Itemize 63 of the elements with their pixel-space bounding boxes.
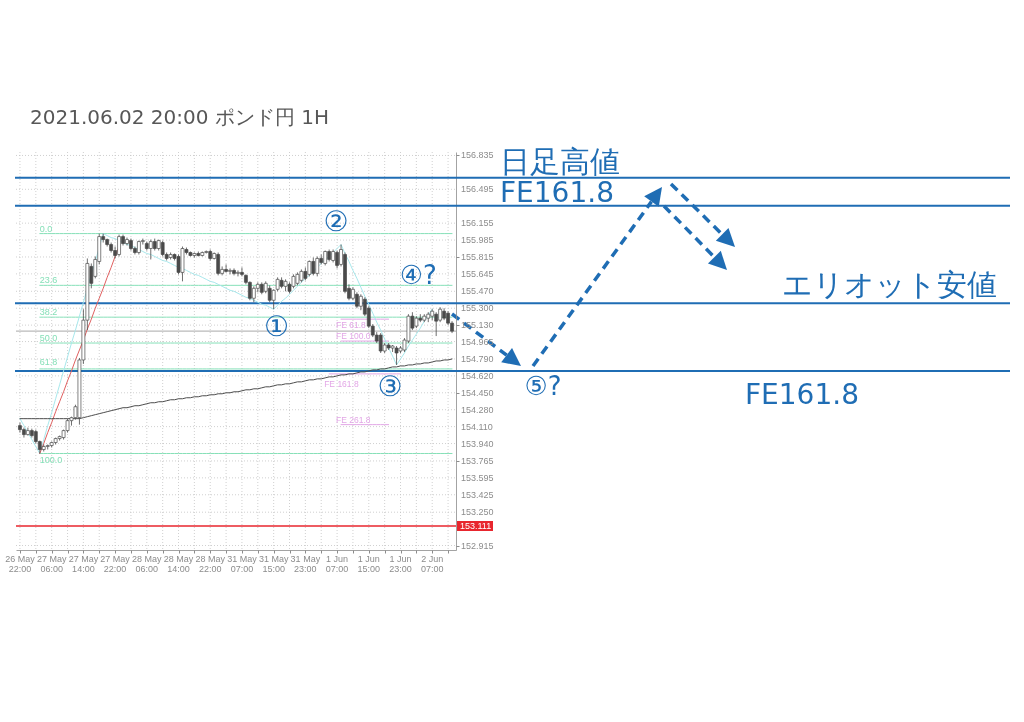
ref-line-label: FE161.8: [745, 377, 859, 411]
line-series: [19, 233, 433, 454]
y-tick-label: 155.470: [461, 286, 494, 297]
y-tick-label: 154.965: [461, 336, 494, 347]
chart-title: 2021.06.02 20:00 ポンド円 1H: [30, 104, 329, 130]
y-tick-label: 155.645: [461, 268, 494, 279]
x-tick-label: 2 Jun 07:00: [420, 554, 444, 574]
series-label: 100.0: [39, 455, 63, 466]
x-tick-label: 28 May 22:00: [195, 554, 226, 574]
annotation: ②: [323, 204, 349, 238]
series-label: 38.2: [39, 307, 58, 318]
y-tick-label: 152.915: [461, 540, 494, 551]
candlestick: [224, 264, 228, 273]
x-tick-label: 27 May 22:00: [100, 554, 131, 574]
annotation: ④?: [399, 260, 437, 291]
ref-line-label: エリオット安値: [782, 267, 997, 303]
x-tick-label: 27 May 14:00: [68, 554, 99, 574]
y-tick-label: 153.940: [461, 438, 494, 449]
candlestick: [22, 427, 26, 438]
y-tick-label: 154.790: [461, 353, 494, 364]
series-label: 61.8: [39, 356, 58, 367]
candlestick: [228, 268, 232, 275]
y-tick-label: 153.250: [461, 507, 494, 518]
y-tick-label: 156.495: [461, 184, 494, 195]
x-tick-label: 27 May 06:00: [36, 554, 67, 574]
series-label: 23.6: [39, 275, 58, 286]
candlestick: [216, 252, 221, 276]
y-tick-label: 156.835: [461, 150, 494, 161]
series-label: FE 61.8: [336, 320, 367, 331]
series-label: FE 261.8: [336, 414, 371, 425]
text: ⑤?: [524, 371, 562, 401]
x-tick-label: 1 Jun 07:00: [325, 554, 349, 574]
series-label: 50.0: [39, 333, 58, 344]
series-label: FE 100.0: [336, 331, 371, 342]
y-tick-label: 154.620: [461, 370, 494, 381]
x-tick-label: 28 May 14:00: [163, 554, 194, 574]
y-tick-label: 153.595: [461, 472, 494, 483]
y-tick-label: 154.450: [461, 387, 494, 398]
y-tick-label: 153.425: [461, 489, 494, 500]
series-label: 0.0: [39, 223, 53, 234]
candlestick: [236, 270, 240, 277]
y-tick-label: 155.300: [461, 303, 494, 314]
candlestick: [26, 427, 30, 436]
candlestick: [232, 268, 236, 276]
x-tick-label: 31 May 23:00: [290, 554, 321, 574]
x-tick-label: 28 May 06:00: [132, 554, 163, 574]
y-tick-label: 153.765: [461, 455, 494, 466]
x-tick-label: 1 Jun 23:00: [389, 554, 412, 574]
annotation: ③: [377, 369, 403, 403]
x-tick-label: 31 May 15:00: [258, 554, 289, 574]
candlestick: [434, 311, 439, 337]
candlestick: [117, 234, 121, 257]
x-tick-label: 1 Jun 15:00: [357, 554, 381, 574]
x-tick-label: 26 May 22:00: [5, 554, 36, 574]
series-label: FE 161.8: [324, 378, 359, 389]
ref-line-label: 153.111: [460, 521, 492, 532]
y-tick-label: 155.985: [461, 235, 494, 246]
y-tick-label: 156.155: [461, 218, 494, 229]
x-tick-label: 31 May 07:00: [227, 554, 258, 574]
y-tick-label: 155.815: [461, 251, 494, 262]
annotation: ①: [264, 310, 290, 344]
y-tick-label: 154.110: [461, 421, 493, 432]
y-tick-label: 154.280: [461, 404, 494, 415]
